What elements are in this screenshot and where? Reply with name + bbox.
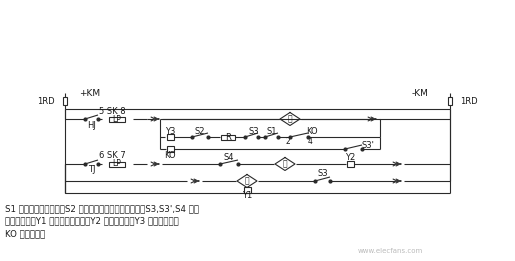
Bar (63, 97, 67, 105)
Text: KO: KO (306, 127, 318, 135)
Text: 5 SK 8: 5 SK 8 (99, 106, 125, 116)
Bar (109, 162, 125, 167)
Text: S1 弹簧储能限位开关；S2 合闸闭锁电磁铁的辅助接点；S3,S3',S4 断路
器辅助接点；Y1 合闸闭锁电磁铁；Y2 分闸脱扣器；Y3 储能电动机；
KO : S1 弹簧储能限位开关；S2 合闸闭锁电磁铁的辅助接点；S3,S3',S4 断路… (5, 204, 199, 238)
Text: 2: 2 (286, 138, 290, 146)
Bar (448, 97, 452, 105)
Text: S3: S3 (248, 127, 259, 135)
Text: -KM: -KM (411, 88, 428, 98)
Text: 1RD: 1RD (38, 97, 55, 105)
Text: HJ: HJ (87, 121, 96, 129)
Text: LP: LP (113, 115, 122, 123)
Bar (109, 116, 125, 122)
Text: +KM: +KM (79, 88, 100, 98)
Text: Y2: Y2 (345, 153, 355, 163)
Text: S3: S3 (317, 169, 328, 179)
Bar (347, 161, 353, 167)
Text: Y3: Y3 (165, 127, 175, 135)
Text: S1: S1 (266, 127, 277, 135)
Text: www.elecfans.com: www.elecfans.com (357, 248, 423, 254)
Text: 6 SK 7: 6 SK 7 (99, 151, 125, 161)
Text: KO: KO (164, 151, 176, 159)
Text: R: R (225, 133, 231, 141)
Text: 4: 4 (307, 138, 313, 146)
Text: Y1: Y1 (242, 191, 252, 199)
Text: TJ: TJ (88, 165, 95, 175)
Text: 本: 本 (245, 176, 249, 186)
Text: 本: 本 (283, 159, 287, 169)
Bar (221, 134, 235, 139)
Text: 1RD: 1RD (460, 97, 477, 105)
Text: S4: S4 (224, 152, 234, 162)
Text: S3': S3' (362, 141, 374, 151)
Text: S2: S2 (195, 127, 205, 135)
Text: 本: 本 (288, 115, 293, 123)
Text: LP: LP (113, 159, 122, 169)
Bar (244, 187, 250, 193)
Bar (166, 134, 174, 140)
Bar (166, 146, 174, 152)
